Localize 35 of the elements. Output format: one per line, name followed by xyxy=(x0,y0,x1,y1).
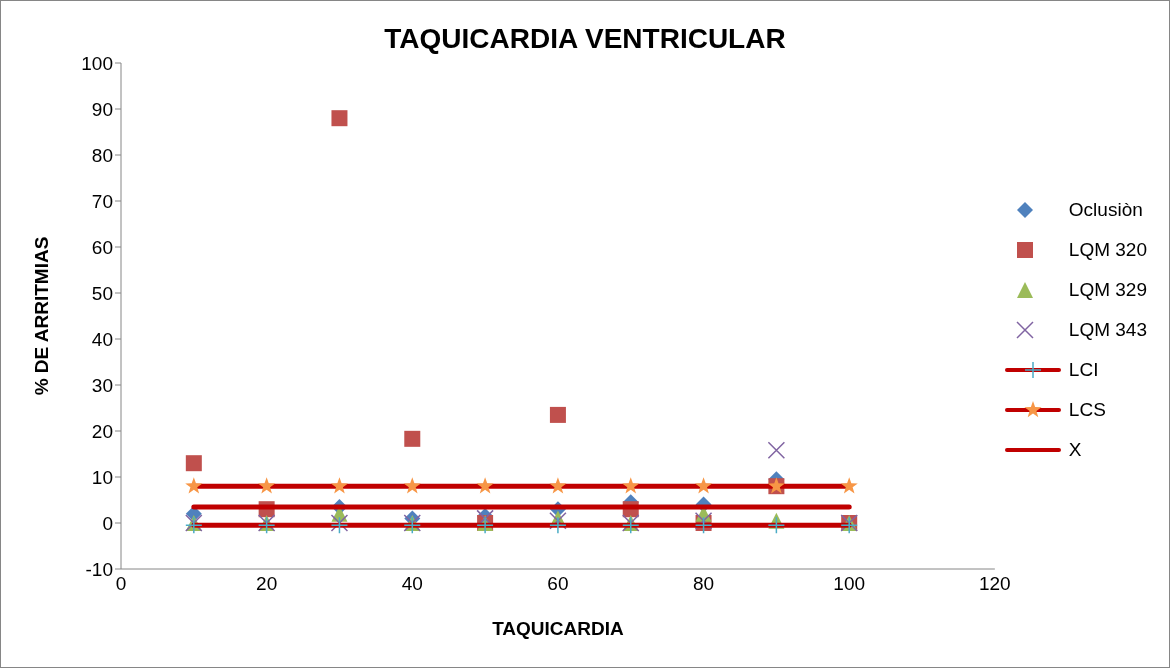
y-tick-label: 70 xyxy=(91,190,113,212)
point xyxy=(767,441,786,460)
y-tick-label: 10 xyxy=(91,466,113,488)
y-tick-label: 60 xyxy=(91,236,113,258)
y-tick-label: 50 xyxy=(91,282,113,304)
y-axis-title: % DE ARRITMIAS xyxy=(30,236,52,396)
y-tick-label: 20 xyxy=(91,420,113,442)
legend-label: LQM 320 xyxy=(1068,239,1147,261)
x-tick-label: 0 xyxy=(115,573,127,595)
point xyxy=(331,110,348,127)
y-tick-label: 90 xyxy=(91,98,113,120)
legend-label: LQM 329 xyxy=(1068,279,1147,301)
y-tick-label: 30 xyxy=(91,374,113,396)
y-tick-label: 80 xyxy=(91,144,113,166)
y-tick-label: 100 xyxy=(81,52,113,74)
x-tick-label: 80 xyxy=(692,573,715,595)
point xyxy=(549,406,566,423)
x-tick-label: 20 xyxy=(256,573,278,595)
y-tick-label: 40 xyxy=(91,328,113,350)
legend-label: X xyxy=(1068,439,1082,461)
legend-label: LCI xyxy=(1068,359,1099,381)
legend-label: Oclusiòn xyxy=(1068,199,1143,221)
x-axis-title: TAQUICARDIA xyxy=(492,618,624,639)
point xyxy=(404,430,421,447)
x-tick-label: 40 xyxy=(401,573,423,595)
point xyxy=(694,511,713,530)
x-tick-label: 60 xyxy=(547,573,569,595)
legend-label: LCS xyxy=(1068,399,1106,421)
chart-title: TAQUICARDIA VENTRICULAR xyxy=(384,23,786,54)
legend-label: LQM 343 xyxy=(1068,319,1147,341)
point xyxy=(185,455,202,472)
y-tick-label: -10 xyxy=(85,558,113,580)
x-tick-label: 120 xyxy=(978,573,1011,595)
x-tick-label: 100 xyxy=(833,573,866,595)
y-tick-label: 0 xyxy=(102,512,113,534)
